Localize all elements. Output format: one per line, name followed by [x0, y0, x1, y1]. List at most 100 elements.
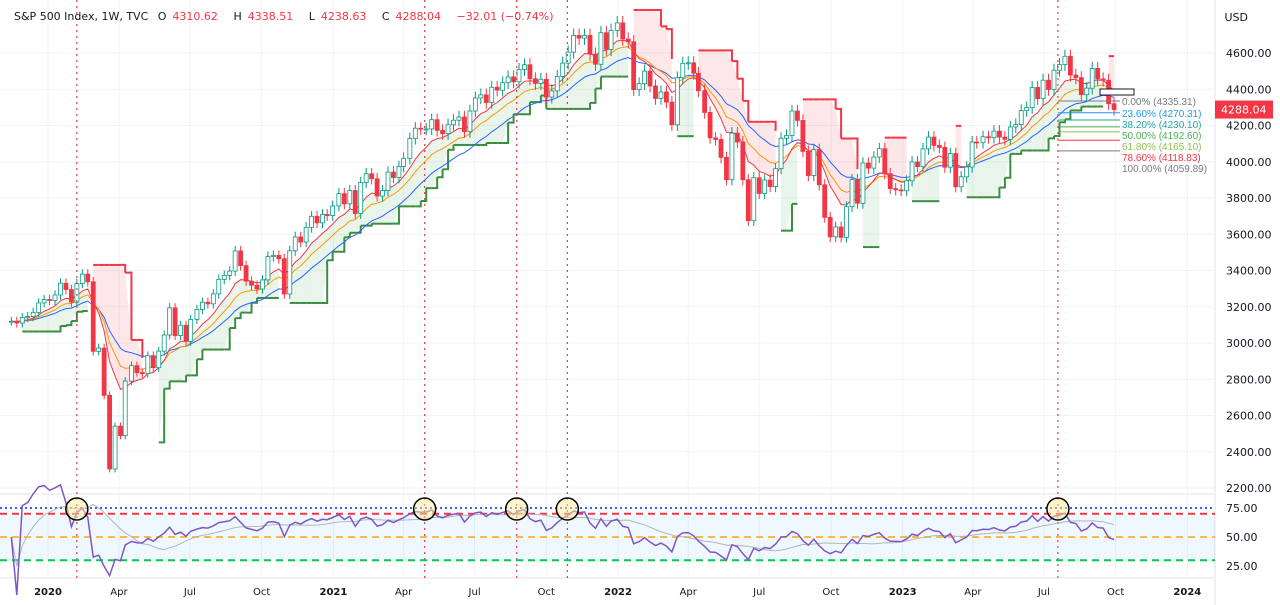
candle: [920, 148, 926, 168]
stop-fill: [1037, 105, 1044, 151]
stop-fill: [202, 319, 208, 350]
stop-fill: [508, 90, 514, 123]
x-tick-label: Jul: [468, 587, 481, 598]
x-tick-label: 2022: [604, 587, 632, 598]
candle: [882, 148, 888, 175]
rsi-peak-circle: [412, 497, 437, 521]
stop-line-down: [655, 8, 662, 27]
open-label: O: [157, 10, 167, 23]
candle: [549, 90, 555, 98]
stop-fill: [186, 336, 191, 376]
candle: [582, 35, 587, 39]
stop-line-up: [1048, 136, 1055, 140]
stop-fill: [726, 50, 732, 133]
stop-line-up: [158, 388, 166, 444]
fib-level-label: 0.00% (4335.31): [1122, 97, 1196, 108]
candle: [795, 110, 800, 121]
candle: [909, 161, 915, 182]
stop-fill: [535, 80, 541, 103]
stop-fill: [366, 193, 372, 226]
stop-line-down: [737, 77, 744, 101]
candle: [947, 153, 953, 168]
candle: [320, 214, 325, 224]
candle: [871, 156, 877, 169]
candle: [958, 176, 964, 188]
stop-fill: [491, 102, 498, 143]
stop-fill: [568, 64, 574, 109]
candle: [997, 130, 1002, 138]
candle: [849, 179, 855, 208]
stop-fill: [49, 305, 56, 332]
candle: [724, 156, 729, 181]
stop-line-down: [731, 60, 739, 79]
candle: [221, 274, 227, 280]
stop-line-up: [415, 201, 422, 208]
candle: [713, 137, 718, 140]
low-label: L: [308, 10, 315, 23]
stop-fill: [976, 152, 984, 198]
candle: [178, 324, 183, 336]
candle: [608, 29, 614, 50]
candle: [756, 177, 762, 194]
x-tick-label: Jul: [1037, 587, 1050, 598]
candle: [467, 110, 473, 133]
candle: [904, 180, 910, 192]
candle: [74, 283, 80, 303]
candle: [805, 151, 811, 176]
candle: [642, 70, 647, 85]
candle: [1018, 110, 1024, 125]
currency-label[interactable]: USD: [1224, 11, 1248, 24]
candle: [79, 273, 85, 284]
candle: [200, 301, 205, 310]
x-tick-label: Jul: [752, 587, 765, 598]
stop-line-up: [524, 102, 531, 116]
stop-fill: [639, 9, 645, 62]
stop-fill: [448, 131, 454, 150]
stop-line-up: [393, 206, 400, 225]
stop-fill: [398, 176, 404, 207]
candle: [1073, 74, 1079, 79]
stop-fill: [917, 169, 923, 202]
candle: [303, 226, 309, 243]
stop-line-up: [355, 225, 362, 234]
stop-fill: [196, 324, 203, 360]
candle: [915, 161, 920, 168]
candle: [980, 136, 986, 144]
stop-fill: [497, 98, 503, 143]
stop-line-up: [246, 302, 253, 314]
stop-fill: [519, 81, 525, 115]
candle: [778, 137, 784, 170]
stop-fill: [813, 99, 820, 159]
candle: [1029, 87, 1035, 108]
candle: [374, 178, 380, 197]
stop-fill: [371, 193, 378, 224]
x-tick-label: 2023: [889, 587, 917, 598]
candle: [336, 193, 342, 207]
stop-fill: [480, 111, 487, 145]
candle: [330, 205, 336, 216]
y-tick-label: 3400.00: [1226, 265, 1272, 278]
stop-fill: [393, 181, 399, 224]
candle: [953, 153, 959, 188]
stop-fill: [660, 26, 667, 84]
x-tick-label: Oct: [1107, 587, 1124, 598]
stop-fill: [207, 313, 214, 350]
stop-fill: [1059, 81, 1065, 123]
y-tick-label: 3000.00: [1226, 337, 1272, 350]
stop-fill: [1064, 79, 1071, 120]
candle: [707, 112, 713, 139]
stop-line-up: [196, 349, 204, 361]
rsi-peak-circle: [504, 497, 529, 521]
candle: [822, 184, 828, 218]
stop-fill: [1026, 116, 1033, 151]
candle: [385, 171, 391, 191]
symbol-label[interactable]: S&P 500 Index, 1W, TVC: [14, 10, 149, 23]
candle: [527, 64, 533, 80]
candle: [90, 281, 96, 352]
stop-fill: [458, 128, 465, 145]
stop-fill: [180, 341, 187, 382]
y-tick-label: 4000.00: [1226, 156, 1272, 169]
candle: [669, 101, 675, 126]
fib-level-label: 78.60% (4118.83): [1122, 153, 1201, 164]
